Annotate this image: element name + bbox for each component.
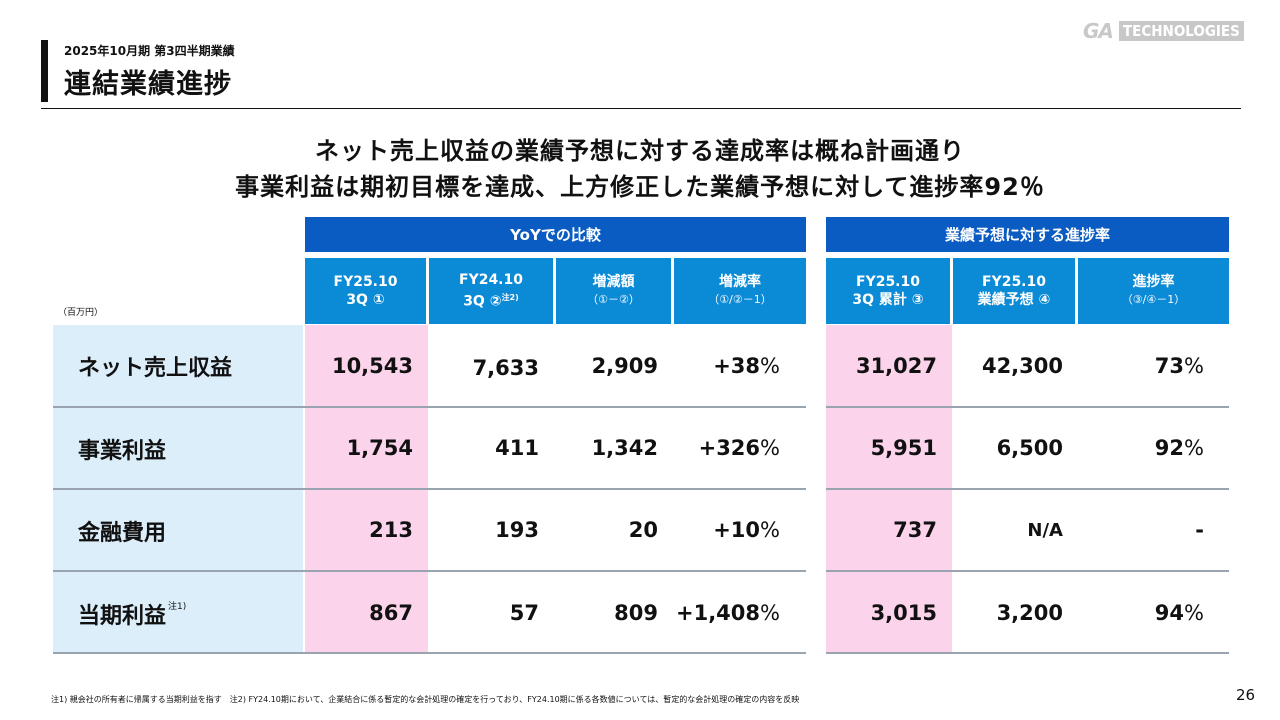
progress-percent: % xyxy=(1184,354,1204,378)
cell-progress: - xyxy=(1078,518,1204,542)
progress-percent: % xyxy=(1184,436,1204,460)
cell-cumulative: 31,027 xyxy=(855,354,937,378)
column-header-line1: 増減額 xyxy=(592,274,635,290)
row-divider xyxy=(826,406,1229,408)
column-header-note: 注2) xyxy=(501,293,519,303)
cell-fy25-3q: 867 xyxy=(369,601,413,625)
cell-forecast: 42,300 xyxy=(981,354,1063,378)
progress-percent: % xyxy=(1184,601,1204,625)
column-header-line2: （①－②） xyxy=(587,293,640,306)
progress-value: 73 xyxy=(1154,354,1185,378)
row-divider xyxy=(53,488,806,490)
column-header-line1: 増減率 xyxy=(719,274,761,290)
column-header-forecast: FY25.10 業績予想 ④ xyxy=(953,258,1075,324)
rate-percent: % xyxy=(760,354,780,378)
rate-percent: % xyxy=(760,601,780,625)
progress-value: 92 xyxy=(1154,436,1185,460)
logo-technologies: TECHNOLOGIES xyxy=(1118,21,1244,41)
slide-subtitle: 2025年10月期 第3四半期業績 xyxy=(64,44,235,58)
column-header-line1: FY25.10 xyxy=(856,274,920,290)
cell-rate: +10% xyxy=(674,518,780,542)
column-header-diff: 増減額 （①－②） xyxy=(556,258,671,324)
column-header-line2: 3Q 累計 ③ xyxy=(852,292,924,308)
cell-fy25-3q: 10,543 xyxy=(331,354,413,378)
cell-rate: +326% xyxy=(674,436,780,460)
company-logo: GA TECHNOLOGIES xyxy=(1083,19,1244,43)
column-header-line2: 3Q ① xyxy=(346,292,385,308)
rate-value: +1,408 xyxy=(676,601,761,625)
column-header-line1: 進捗率 xyxy=(1132,274,1175,290)
group-header-forecast: 業績予想に対する進捗率 xyxy=(826,217,1229,252)
table-bottom-line xyxy=(826,652,1229,654)
column-header-rate: 増減率 （①/②－1） xyxy=(674,258,806,324)
column-header-line1: FY25.10 xyxy=(333,274,398,290)
progress-value: 94 xyxy=(1154,601,1185,625)
cell-forecast: 6,500 xyxy=(996,436,1063,460)
row-label-finance-costs: 金融費用 xyxy=(78,521,167,546)
row-divider xyxy=(53,570,806,572)
cell-fy25-3q: 1,754 xyxy=(346,436,413,460)
row-divider xyxy=(53,406,806,408)
column-header-line2: （①/②－1） xyxy=(708,293,772,306)
page-number: 26 xyxy=(1236,686,1256,704)
headline-line-1: ネット売上収益の業績予想に対する達成率は概ね計画通り xyxy=(315,137,965,165)
cell-diff: 20 xyxy=(628,518,658,542)
cell-fy25-3q: 213 xyxy=(369,518,413,542)
cell-rate: +38% xyxy=(674,354,780,378)
row-label-operating-profit: 事業利益 xyxy=(78,439,167,464)
headline-line-2: 事業利益は期初目標を達成、上方修正した業績予想に対して進捗率92％ xyxy=(235,173,1045,201)
cell-diff: 2,909 xyxy=(591,354,658,378)
cell-progress: 94% xyxy=(1078,601,1204,625)
logo-ga: GA xyxy=(1083,19,1114,43)
row-label-net-revenue: ネット売上収益 xyxy=(78,356,233,381)
cell-fy24-3q: 57 xyxy=(509,601,539,625)
row-divider xyxy=(826,488,1229,490)
progress-value: - xyxy=(1195,518,1204,542)
rate-value: +38 xyxy=(713,354,761,378)
footnote: 注1) 親会社の所有者に帰属する当期利益を指す 注2) FY24.10期において… xyxy=(51,695,800,704)
cell-progress: 73% xyxy=(1078,354,1204,378)
column-header-progress: 進捗率 （③/④－1） xyxy=(1078,258,1229,324)
row-label-note: 注1) xyxy=(168,601,187,612)
slide-title: 連結業績進捗 xyxy=(64,69,232,100)
column-header-cumulative: FY25.10 3Q 累計 ③ xyxy=(826,258,950,324)
cell-cumulative: 737 xyxy=(893,518,937,542)
row-label-text: 当期利益 xyxy=(78,604,167,629)
rate-value: +10 xyxy=(713,518,761,542)
column-header-fy24-3q: FY24.10 3Q ②注2) xyxy=(429,258,553,324)
table-bottom-line xyxy=(53,652,806,654)
row-label-net-income: 当期利益 注1) xyxy=(78,598,186,630)
row-divider xyxy=(826,570,1229,572)
cell-diff: 1,342 xyxy=(591,436,658,460)
cell-fy24-3q: 193 xyxy=(495,518,539,542)
column-header-line1: FY24.10 xyxy=(459,272,523,289)
cell-diff: 809 xyxy=(614,601,658,625)
column-header-fy25-3q: FY25.10 3Q ① xyxy=(305,258,426,324)
cell-forecast: N/A xyxy=(1027,520,1063,541)
group-header-yoy: YoYでの比較 xyxy=(305,217,806,252)
cell-cumulative: 5,951 xyxy=(870,436,937,460)
column-header-line2: （③/④－1） xyxy=(1121,293,1186,306)
cell-fy24-3q: 7,633 xyxy=(472,356,539,380)
column-header-line2: 3Q ② xyxy=(463,293,502,310)
rate-value: +326 xyxy=(698,436,761,460)
title-accent-bar xyxy=(41,40,48,102)
cell-rate: +1,408% xyxy=(674,601,780,625)
rate-percent: % xyxy=(760,436,780,460)
column-header-line1: FY25.10 xyxy=(982,274,1046,290)
header-rule xyxy=(41,108,1241,109)
cell-forecast: 3,200 xyxy=(996,601,1063,625)
cell-progress: 92% xyxy=(1078,436,1204,460)
cell-fy24-3q: 411 xyxy=(495,436,539,460)
cell-cumulative: 3,015 xyxy=(870,601,937,625)
column-header-line2: 業績予想 ④ xyxy=(977,292,1051,308)
unit-label: （百万円） xyxy=(58,308,104,318)
rate-percent: % xyxy=(760,518,780,542)
